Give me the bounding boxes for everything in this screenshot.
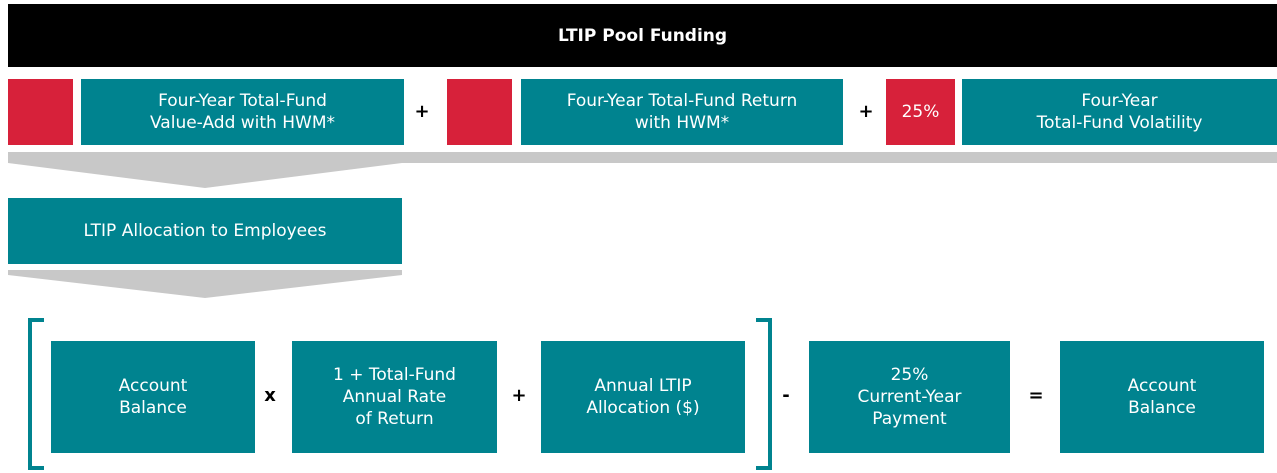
term-box: 25% Current-Year Payment [809,341,1010,453]
term-box: Annual LTIP Allocation ($) [541,341,745,453]
term-line: Allocation ($) [586,398,700,418]
weight-label: 25% [901,102,940,122]
term-line: 1 + Total-Fund [333,365,456,385]
term-box: Account Balance [1060,341,1264,453]
term-line: Total-Fund Volatility [1036,113,1203,133]
term-line: Account [1127,376,1197,396]
weight-box [8,79,73,145]
term-line: of Return [355,409,434,429]
operator: = [1028,385,1044,406]
term-line: Current-Year [857,387,962,407]
operator: x [264,385,276,406]
left-bracket [28,318,44,470]
term-line: Payment [872,409,947,429]
term-box: Account Balance [51,341,255,453]
operator: + [858,101,874,122]
header-title: LTIP Pool Funding [557,25,728,46]
term-box: Four-Year Total-Fund Return with HWM* [521,79,843,145]
term-line: Value-Add with HWM* [150,113,335,133]
term-line: 25% [890,365,929,385]
term-line: Four-Year Total-Fund Return [566,91,798,111]
term-line: Account [118,376,188,396]
term-line: Balance [1128,398,1196,418]
allocation-title: LTIP Allocation to Employees [83,221,327,241]
funnel-arrow [8,152,1277,188]
term-line: with HWM* [634,113,730,133]
right-bracket [756,318,772,470]
term-line: Annual Rate [342,387,447,407]
term-line: Annual LTIP [594,376,692,396]
term-line: Four-Year Total-Fund [158,91,327,111]
operator: + [511,385,527,406]
funnel-arrow [8,270,402,298]
operator: - [782,385,790,406]
term-line: Four-Year [1081,91,1158,111]
term-box: Four-Year Total-Fund Volatility [962,79,1277,145]
weight-box: 25% [886,79,955,145]
operator: + [414,101,430,122]
allocation-box: LTIP Allocation to Employees [8,198,402,264]
term-box: Four-Year Total-Fund Value-Add with HWM* [81,79,404,145]
weight-box [447,79,512,145]
header: LTIP Pool Funding [8,4,1277,67]
term-line: Balance [119,398,187,418]
term-box: 1 + Total-Fund Annual Rate of Return [292,341,497,453]
